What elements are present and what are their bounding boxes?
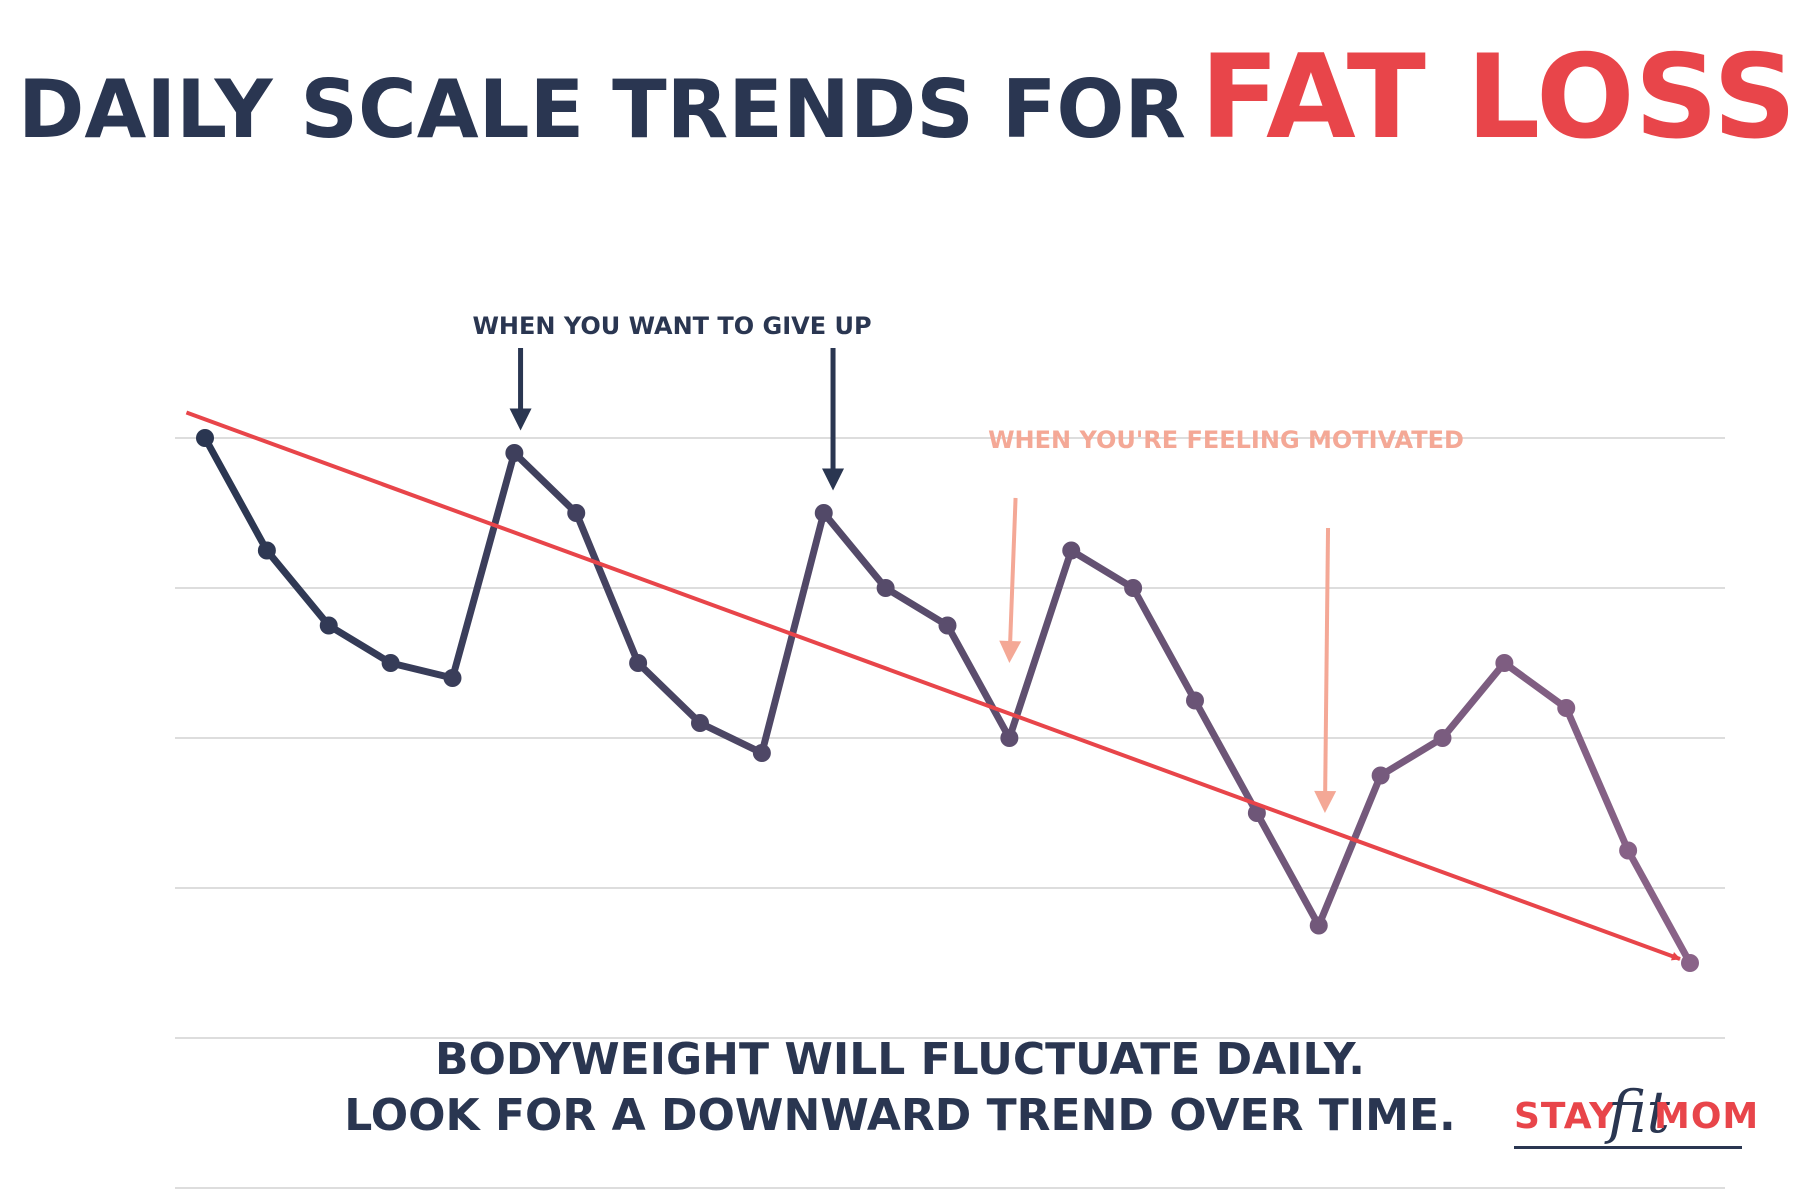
- data-point: [1062, 541, 1081, 560]
- data-point: [1247, 804, 1266, 822]
- data-point: [876, 579, 895, 597]
- series-line: [201, 434, 1694, 967]
- data-point: [1619, 841, 1638, 860]
- page-title: DAILY SCALE TRENDS FOR FAT LOSS: [18, 40, 1797, 156]
- data-point: [1309, 916, 1328, 935]
- data-point: [1124, 579, 1143, 597]
- data-point: [1371, 766, 1390, 785]
- title-accent: FAT LOSS: [1200, 30, 1797, 165]
- data-point: [1557, 699, 1576, 717]
- logo-mom: MOM: [1654, 1096, 1760, 1137]
- logo-stay: STAY: [1514, 1096, 1617, 1137]
- series-weight: [196, 429, 1699, 972]
- data-point: [443, 669, 462, 687]
- data-point: [938, 616, 957, 635]
- caption-line-1: BODYWEIGHT WILL FLUCTUATE DAILY.: [434, 1034, 1366, 1085]
- trend-line: [185, 410, 1681, 961]
- data-point: [257, 541, 276, 560]
- title-main: DAILY SCALE TRENDS FOR: [18, 63, 1187, 156]
- caption-line-2: LOOK FOR A DOWNWARD TREND OVER TIME.: [344, 1090, 1456, 1141]
- caption: BODYWEIGHT WILL FLUCTUATE DAILY. LOOK FO…: [340, 1032, 1460, 1144]
- data-point: [1495, 654, 1514, 672]
- data-point: [567, 504, 586, 522]
- data-point: [1433, 729, 1452, 747]
- data-point: [629, 654, 648, 672]
- annotation-arrow-shaft: [1323, 527, 1331, 792]
- annotation-give-up: WHEN YOU WANT TO GIVE UP: [472, 312, 871, 340]
- data-point: [381, 654, 400, 672]
- annotation-arrow-head: [509, 408, 532, 431]
- annotation-motivated: WHEN YOU'RE FEELING MOTIVATED: [988, 426, 1464, 454]
- data-point: [752, 744, 771, 762]
- data-point: [691, 714, 709, 732]
- logo-underline: [1514, 1146, 1742, 1149]
- data-point: [1681, 954, 1699, 972]
- data-point: [505, 444, 524, 462]
- data-point: [1000, 729, 1019, 747]
- annotation-arrow-head: [822, 468, 845, 491]
- data-point: [814, 504, 833, 522]
- brand-logo: STAY fit MOM: [1508, 1078, 1758, 1168]
- trend-arrow: [185, 410, 1681, 961]
- annotation-arrow-head: [999, 640, 1022, 663]
- logo-fit: fit: [1608, 1078, 1670, 1146]
- annotation-arrows: [509, 348, 1337, 813]
- data-point: [196, 429, 214, 447]
- annotation-arrow-head: [1314, 790, 1337, 813]
- data-point: [319, 616, 338, 635]
- data-point: [1186, 691, 1204, 710]
- annotation-arrow-shaft: [1008, 497, 1018, 642]
- grid-lines: [175, 437, 1725, 1189]
